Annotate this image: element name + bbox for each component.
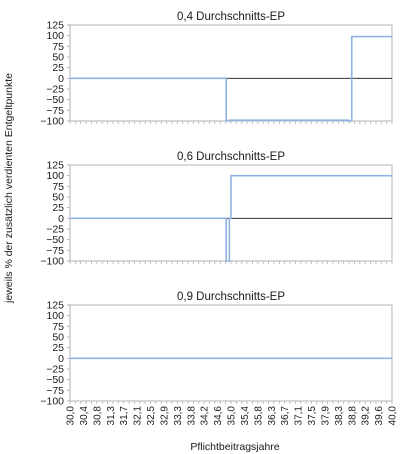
y-tick-label: −100 — [40, 256, 64, 268]
y-tick-label: −25 — [46, 84, 64, 96]
y-tick-label: −50 — [46, 234, 64, 246]
x-tick-label: 30,0 — [66, 406, 77, 426]
y-tick-label: 75 — [52, 321, 64, 333]
chart-panel-2: 0,6 Durchschnitts-EP1251007550250−25−50−… — [40, 151, 393, 268]
x-tick-label: 34,2 — [200, 406, 211, 426]
plot-frame — [69, 304, 393, 402]
y-tick-label: 50 — [52, 52, 64, 64]
chart-panels: 0,4 Durchschnitts-EP1251007550250−25−50−… — [40, 11, 398, 425]
y-tick-label: 125 — [46, 300, 64, 312]
x-tick-label: 35,4 — [240, 406, 251, 426]
x-tick-label: 32,5 — [146, 406, 157, 426]
x-tick-label: 35,0 — [227, 406, 238, 426]
y-tick-label: −100 — [40, 396, 64, 408]
y-tick-label: 50 — [52, 192, 64, 204]
y-tick-label: 0 — [58, 213, 64, 225]
y-tick-label: 100 — [46, 30, 64, 42]
x-tick-label: 37,1 — [294, 406, 305, 426]
y-tick-label: 75 — [52, 181, 64, 193]
x-tick-label: 33,8 — [186, 406, 197, 426]
y-tick-label: 25 — [52, 62, 64, 74]
chart-panel-3: 0,9 Durchschnitts-EP1251007550250−25−50−… — [40, 291, 398, 425]
panel-title: 0,9 Durchschnitts-EP — [177, 291, 285, 303]
y-tick-label: −25 — [46, 224, 64, 236]
y-tick-label: −75 — [46, 105, 64, 117]
x-tick-label: 31,3 — [106, 406, 117, 426]
chart-panel-1: 0,4 Durchschnitts-EP1251007550250−25−50−… — [40, 11, 393, 128]
x-tick-label: 37,5 — [307, 406, 318, 426]
y-tick-label: 25 — [52, 342, 64, 354]
x-tick-label: 39,6 — [374, 406, 385, 426]
y-tick-label: 0 — [58, 73, 64, 85]
x-tick-label: 36,3 — [267, 406, 278, 426]
x-tick-label: 30,4 — [79, 406, 90, 426]
x-tick-label: 38,8 — [347, 406, 358, 426]
y-tick-label: −25 — [46, 364, 64, 376]
x-tick-label: 30,8 — [92, 406, 103, 426]
y-tick-label: 50 — [52, 332, 64, 344]
x-tick-label: 37,9 — [320, 406, 331, 426]
y-tick-label: 100 — [46, 170, 64, 182]
x-tick-label: 40,0 — [388, 406, 399, 426]
x-tick-label: 38,3 — [334, 406, 345, 426]
y-tick-label: 25 — [52, 202, 64, 214]
y-tick-label: −100 — [40, 116, 64, 128]
y-tick-label: 125 — [46, 160, 64, 172]
y-tick-label: 0 — [58, 353, 64, 365]
y-tick-label: 100 — [46, 310, 64, 322]
y-axis-label: jeweils % der zusätzlich verdienten Entg… — [3, 73, 15, 304]
panel-title: 0,4 Durchschnitts-EP — [177, 11, 285, 23]
x-tick-label: 39,2 — [361, 406, 372, 426]
series-line-1 — [70, 174, 392, 262]
x-tick-label: 32,1 — [133, 406, 144, 426]
series-line-1 — [70, 35, 392, 122]
plot-frame — [69, 24, 393, 122]
x-tick-label: 31,7 — [119, 406, 130, 426]
x-tick-label: 34,6 — [213, 406, 224, 426]
y-tick-label: −50 — [46, 94, 64, 106]
x-tick-label: 35,8 — [253, 406, 264, 426]
x-tick-label: 36,7 — [280, 406, 291, 426]
panel-title: 0,6 Durchschnitts-EP — [177, 151, 285, 163]
y-tick-label: −75 — [46, 385, 64, 397]
y-tick-label: 125 — [46, 20, 64, 32]
y-tick-label: 75 — [52, 41, 64, 53]
x-axis-label: Pflichtbeitragsjahre — [190, 441, 279, 453]
y-tick-label: −50 — [46, 374, 64, 386]
x-tick-label: 33,3 — [173, 406, 184, 426]
y-tick-label: −75 — [46, 245, 64, 257]
x-tick-label: 32,9 — [159, 406, 170, 426]
